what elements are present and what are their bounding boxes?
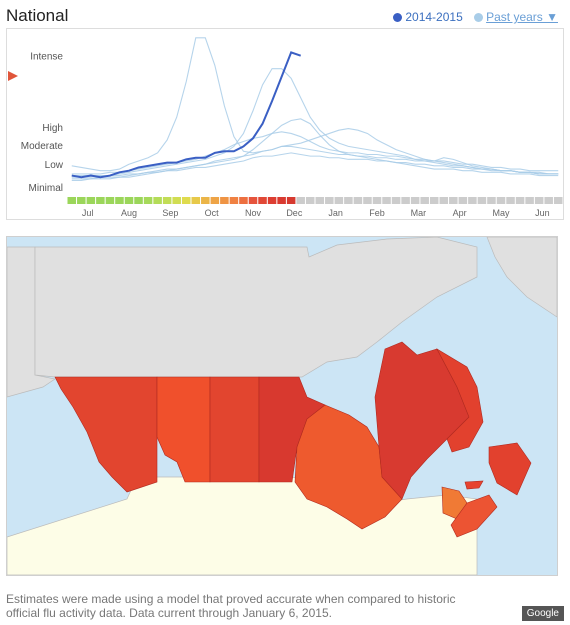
past-years-dot-icon — [474, 13, 484, 22]
week-activity-cell — [258, 197, 267, 204]
month-label-may: May — [492, 208, 510, 218]
page-title: National — [6, 6, 69, 25]
month-label-sep: Sep — [162, 208, 178, 218]
week-activity-cell — [449, 197, 458, 204]
week-activity-cell — [134, 197, 143, 204]
week-activity-cell — [210, 197, 220, 204]
footnote: Estimates were made using a model that p… — [6, 592, 456, 620]
week-activity-cell — [382, 197, 391, 204]
week-activity-cell — [553, 197, 563, 204]
month-label-mar: Mar — [411, 208, 427, 218]
past-years-toggle[interactable]: Past years ▼ — [486, 10, 558, 24]
week-activity-cell — [305, 197, 315, 204]
y-axis-label-high: High — [42, 123, 63, 134]
week-activity-cell — [181, 197, 191, 204]
month-label-jul: Jul — [82, 208, 94, 218]
week-activity-cell — [496, 197, 506, 204]
week-activity-cell — [458, 197, 468, 204]
week-activity-cell — [515, 197, 525, 204]
province-prince-edward-island[interactable] — [464, 480, 484, 490]
y-axis-label-intense: Intense — [30, 52, 63, 63]
month-label-jun: Jun — [535, 208, 550, 218]
flu-activity-plot: Intense High Moderate Low Minimal Jul Aug Sep O… — [8, 37, 563, 218]
week-activity-cell — [267, 197, 277, 204]
month-label-oct: Oct — [205, 208, 220, 218]
week-activity-cell — [248, 197, 258, 204]
map-svg — [7, 237, 557, 575]
month-label-nov: Nov — [245, 208, 262, 218]
week-activity-cell — [468, 197, 477, 204]
past-year-series-line — [71, 152, 559, 178]
week-activity-cell — [67, 197, 77, 204]
past-year-series-line — [71, 131, 559, 175]
week-activity-cell — [162, 197, 172, 204]
week-activity-cell — [77, 197, 86, 204]
past-year-series-line — [71, 118, 559, 180]
week-activity-cell — [220, 197, 229, 204]
province-saskatchewan[interactable] — [209, 376, 260, 483]
week-activity-cell — [325, 197, 334, 204]
month-label-dec: Dec — [286, 208, 303, 218]
y-axis-label-moderate: Moderate — [21, 141, 64, 152]
week-activity-cell — [239, 197, 248, 204]
week-activity-cell — [86, 197, 96, 204]
province-quebec[interactable] — [374, 341, 470, 500]
month-label-feb: Feb — [369, 208, 385, 218]
week-activity-cell — [277, 197, 286, 204]
week-activity-cell — [115, 197, 124, 204]
current-season-series-line — [71, 51, 302, 179]
week-activity-cell — [391, 197, 401, 204]
week-activity-cell — [487, 197, 496, 204]
week-activity-cell — [439, 197, 449, 204]
month-label-aug: Aug — [121, 208, 137, 218]
month-label-apr: Apr — [453, 208, 467, 218]
legend-current-season[interactable]: 2014-2015 — [405, 10, 463, 24]
province-nova-scotia[interactable] — [450, 494, 498, 538]
week-activity-cell — [315, 197, 325, 204]
week-activity-cell — [296, 197, 305, 204]
week-activity-cell — [172, 197, 181, 204]
week-activity-cell — [191, 197, 201, 204]
week-activity-cell — [372, 197, 382, 204]
week-activity-cell — [429, 197, 439, 204]
week-activity-cell — [124, 197, 134, 204]
google-logo: Google — [521, 606, 564, 621]
greenland — [486, 237, 557, 318]
week-activity-cell — [525, 197, 534, 204]
past-year-series-line — [71, 37, 559, 175]
week-activity-cell — [344, 197, 353, 204]
week-activity-cell — [410, 197, 420, 204]
week-activity-cell — [401, 197, 410, 204]
province-newfoundland-and-labrador[interactable] — [436, 348, 532, 496]
week-activity-cell — [334, 197, 344, 204]
past-year-series-line — [71, 145, 559, 181]
y-axis-label-low: Low — [45, 160, 64, 171]
current-level-marker-icon — [8, 71, 18, 81]
week-activity-cell — [201, 197, 210, 204]
week-activity-cell — [286, 197, 296, 204]
chart-header: National 2014-2015 Past years ▼ — [6, 6, 564, 28]
week-activity-cell — [143, 197, 153, 204]
week-activity-cell — [105, 197, 115, 204]
week-activity-cell — [153, 197, 162, 204]
week-activity-cell — [229, 197, 239, 204]
month-label-jan: Jan — [328, 208, 343, 218]
week-activity-cell — [544, 197, 553, 204]
week-activity-cell — [420, 197, 429, 204]
week-activity-cell — [96, 197, 105, 204]
province-ontario[interactable] — [294, 404, 403, 530]
week-activity-cell — [353, 197, 363, 204]
flu-activity-chart: Intense High Moderate Low Minimal Jul Aug Sep O… — [6, 28, 564, 220]
past-year-series-line — [71, 68, 559, 177]
y-axis-label-minimal: Minimal — [29, 183, 63, 194]
week-activity-cell — [477, 197, 487, 204]
current-season-dot-icon — [393, 13, 403, 22]
week-activity-cell — [534, 197, 544, 204]
canada-flu-map[interactable] — [6, 236, 558, 576]
week-activity-cell — [506, 197, 515, 204]
legend: 2014-2015 Past years ▼ — [385, 10, 558, 24]
week-activity-cell — [363, 197, 372, 204]
